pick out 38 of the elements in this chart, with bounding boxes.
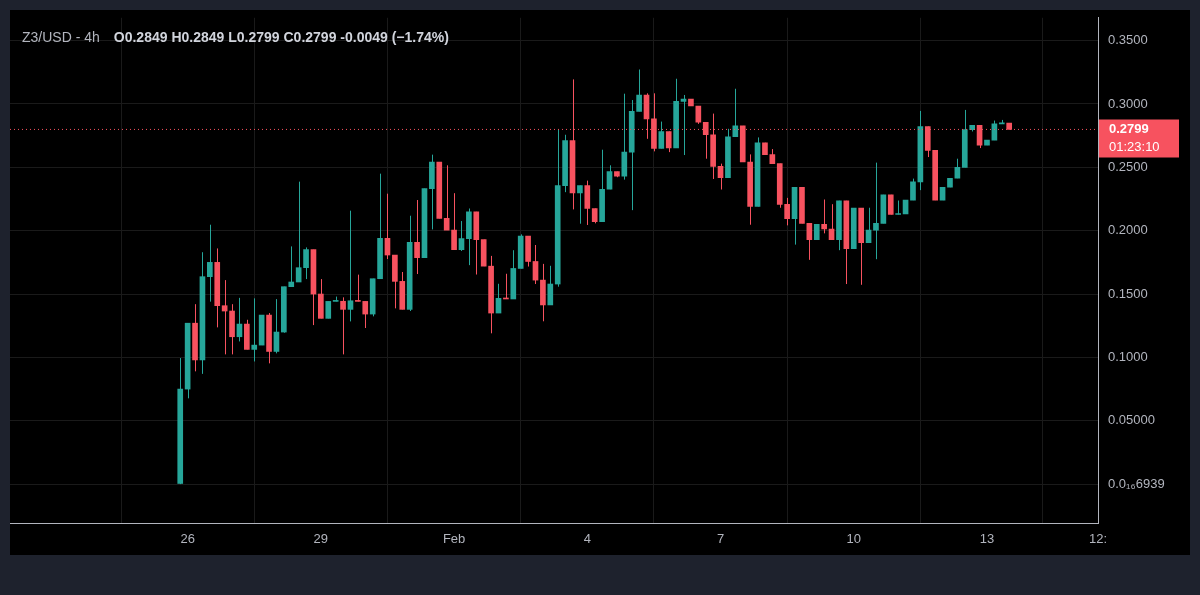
y-tick-label: 0.0₁₆6939	[1108, 475, 1165, 491]
candlestick	[458, 220, 465, 252]
candlestick	[821, 199, 827, 234]
candlestick	[584, 180, 591, 226]
candlestick	[606, 164, 613, 190]
candlestick	[303, 246, 309, 280]
x-tick-label: 12:	[1088, 530, 1108, 546]
x-tick-label: 26	[180, 530, 195, 546]
candlestick	[547, 265, 554, 306]
candlestick	[577, 185, 583, 225]
text: 01:23:10	[1109, 139, 1160, 155]
candlestick	[873, 162, 879, 260]
candlestick	[347, 210, 354, 322]
candlestick	[443, 164, 450, 231]
x-tick-label: 10	[846, 530, 861, 546]
text: Z3/USD - 4h	[22, 28, 100, 45]
y-tick-label: 0.1500	[1108, 285, 1148, 301]
y-tick-label: 0.3000	[1108, 95, 1148, 111]
x-tick-label: 13	[979, 530, 995, 546]
y-tick-label: 0.1000	[1108, 348, 1148, 364]
y-tick-label: 0.3500	[1108, 32, 1148, 48]
candlestick	[451, 192, 457, 251]
text: 0.2799	[1109, 121, 1149, 137]
y-tick-label: 0.05000	[1108, 412, 1155, 428]
candlestick	[887, 194, 894, 215]
y-tick-label: 0.2500	[1108, 158, 1148, 174]
candlestick	[658, 121, 665, 149]
candlestick	[954, 158, 961, 179]
candlestick	[207, 224, 213, 303]
x-tick-label: 7	[716, 530, 725, 546]
x-tick-label: 4	[583, 530, 591, 546]
x-tick-label: Feb	[442, 530, 466, 546]
text: O0.2849 H0.2849 L0.2799 C0.2799 -0.0049 (−1.74%)	[113, 28, 449, 45]
candlestick	[251, 297, 258, 362]
y-tick-label: 0.2000	[1108, 222, 1148, 238]
candlestick	[414, 199, 420, 275]
x-tick-label: 29	[313, 530, 329, 546]
candlestick	[340, 296, 346, 355]
